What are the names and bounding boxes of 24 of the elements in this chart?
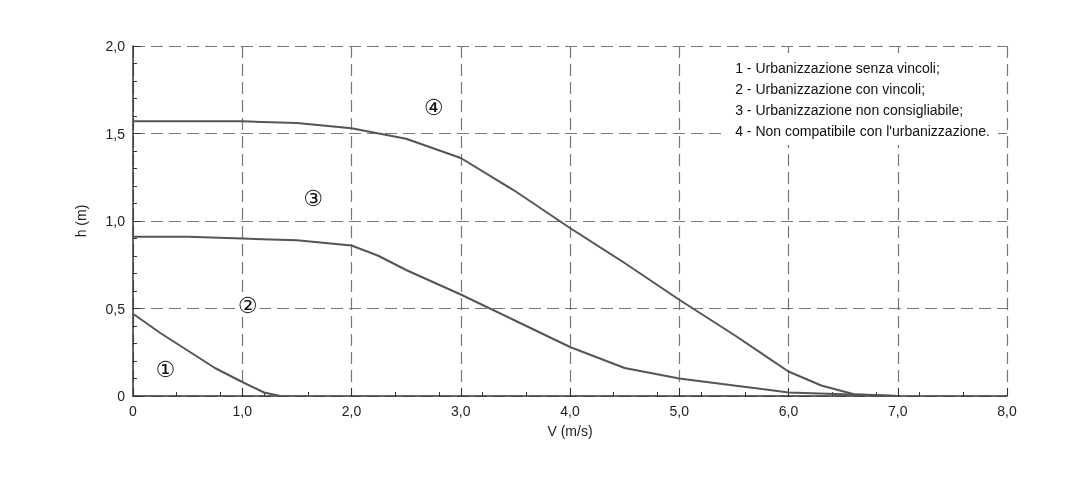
annotation: 2 - Urbanizzazione con vincoli;	[735, 80, 926, 97]
annotation: ③	[303, 185, 323, 211]
x-tick-label: 8,0	[997, 403, 1017, 419]
annotation: 4 - Non compatibile con l'urbanizzazione.	[735, 122, 990, 139]
x-tick-label: 7,0	[888, 403, 908, 419]
x-tick-label: 3,0	[451, 403, 471, 419]
y-tick-label: 0	[117, 388, 126, 404]
annotation: 1 - Urbanizzazione senza vincoli;	[735, 59, 940, 76]
x-tick-label: 5,0	[669, 403, 690, 419]
y-tick-label: 0,5	[105, 300, 126, 317]
y-tick-label: 1,0	[105, 213, 126, 229]
x-tick-label: 0	[129, 403, 138, 419]
x-tick-label: 1,0	[232, 403, 253, 419]
x-tick-label: 4,0	[560, 403, 580, 419]
annotation: ②	[237, 292, 258, 318]
y-axis-title: h (m)	[73, 204, 89, 238]
y-tick-label: 1,5	[105, 125, 126, 142]
annotation: 3 - Urbanizzazione non consigliabile;	[735, 101, 964, 118]
y-tick-label: 2,0	[105, 38, 126, 54]
x-axis-title: V (m/s)	[547, 423, 593, 439]
x-tick-label: 2,0	[341, 403, 362, 419]
x-tick-label: 6,0	[778, 403, 799, 419]
annotation: ①	[155, 357, 176, 383]
annotation: ④	[423, 94, 444, 120]
